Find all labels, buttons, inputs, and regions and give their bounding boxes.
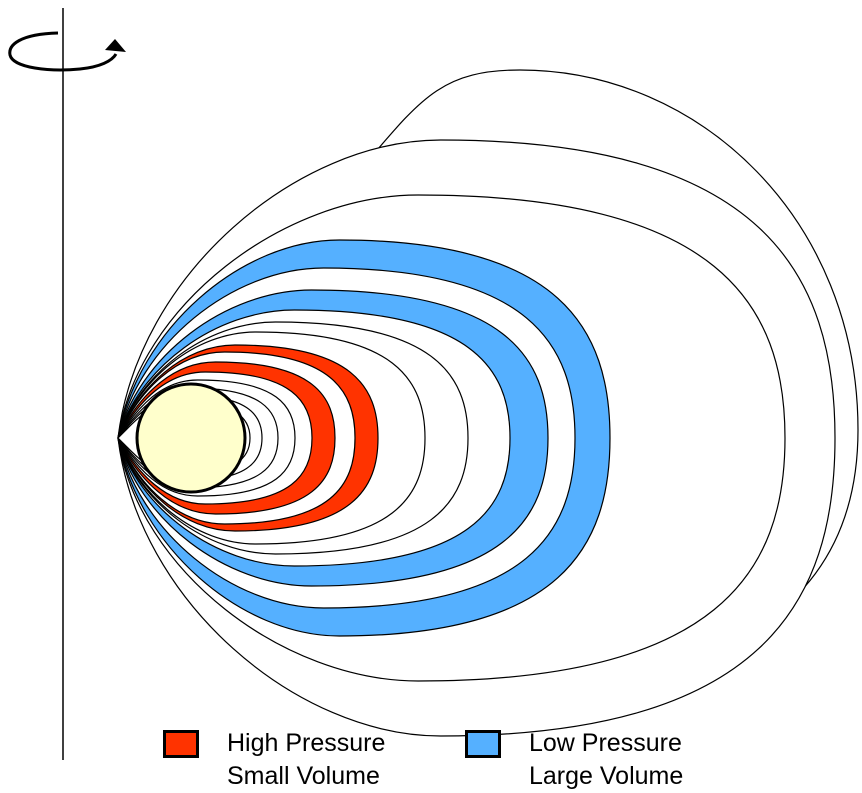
low-pressure-label: Low Pressure Large Volume <box>529 727 683 793</box>
high-pressure-label: High Pressure Small Volume <box>227 727 385 793</box>
low-pressure-line2: Large Volume <box>529 762 684 790</box>
legend-low-pressure: Low Pressure Large Volume <box>465 727 683 793</box>
high-pressure-swatch <box>163 730 199 758</box>
rotation-arrow-icon <box>8 31 126 72</box>
low-pressure-swatch <box>465 730 501 758</box>
central-body <box>135 382 247 494</box>
high-pressure-line2: Small Volume <box>227 762 380 790</box>
legend-high-pressure: High Pressure Small Volume <box>163 727 385 793</box>
high-pressure-line1: High Pressure <box>227 729 386 757</box>
low-pressure-line1: Low Pressure <box>529 729 682 757</box>
